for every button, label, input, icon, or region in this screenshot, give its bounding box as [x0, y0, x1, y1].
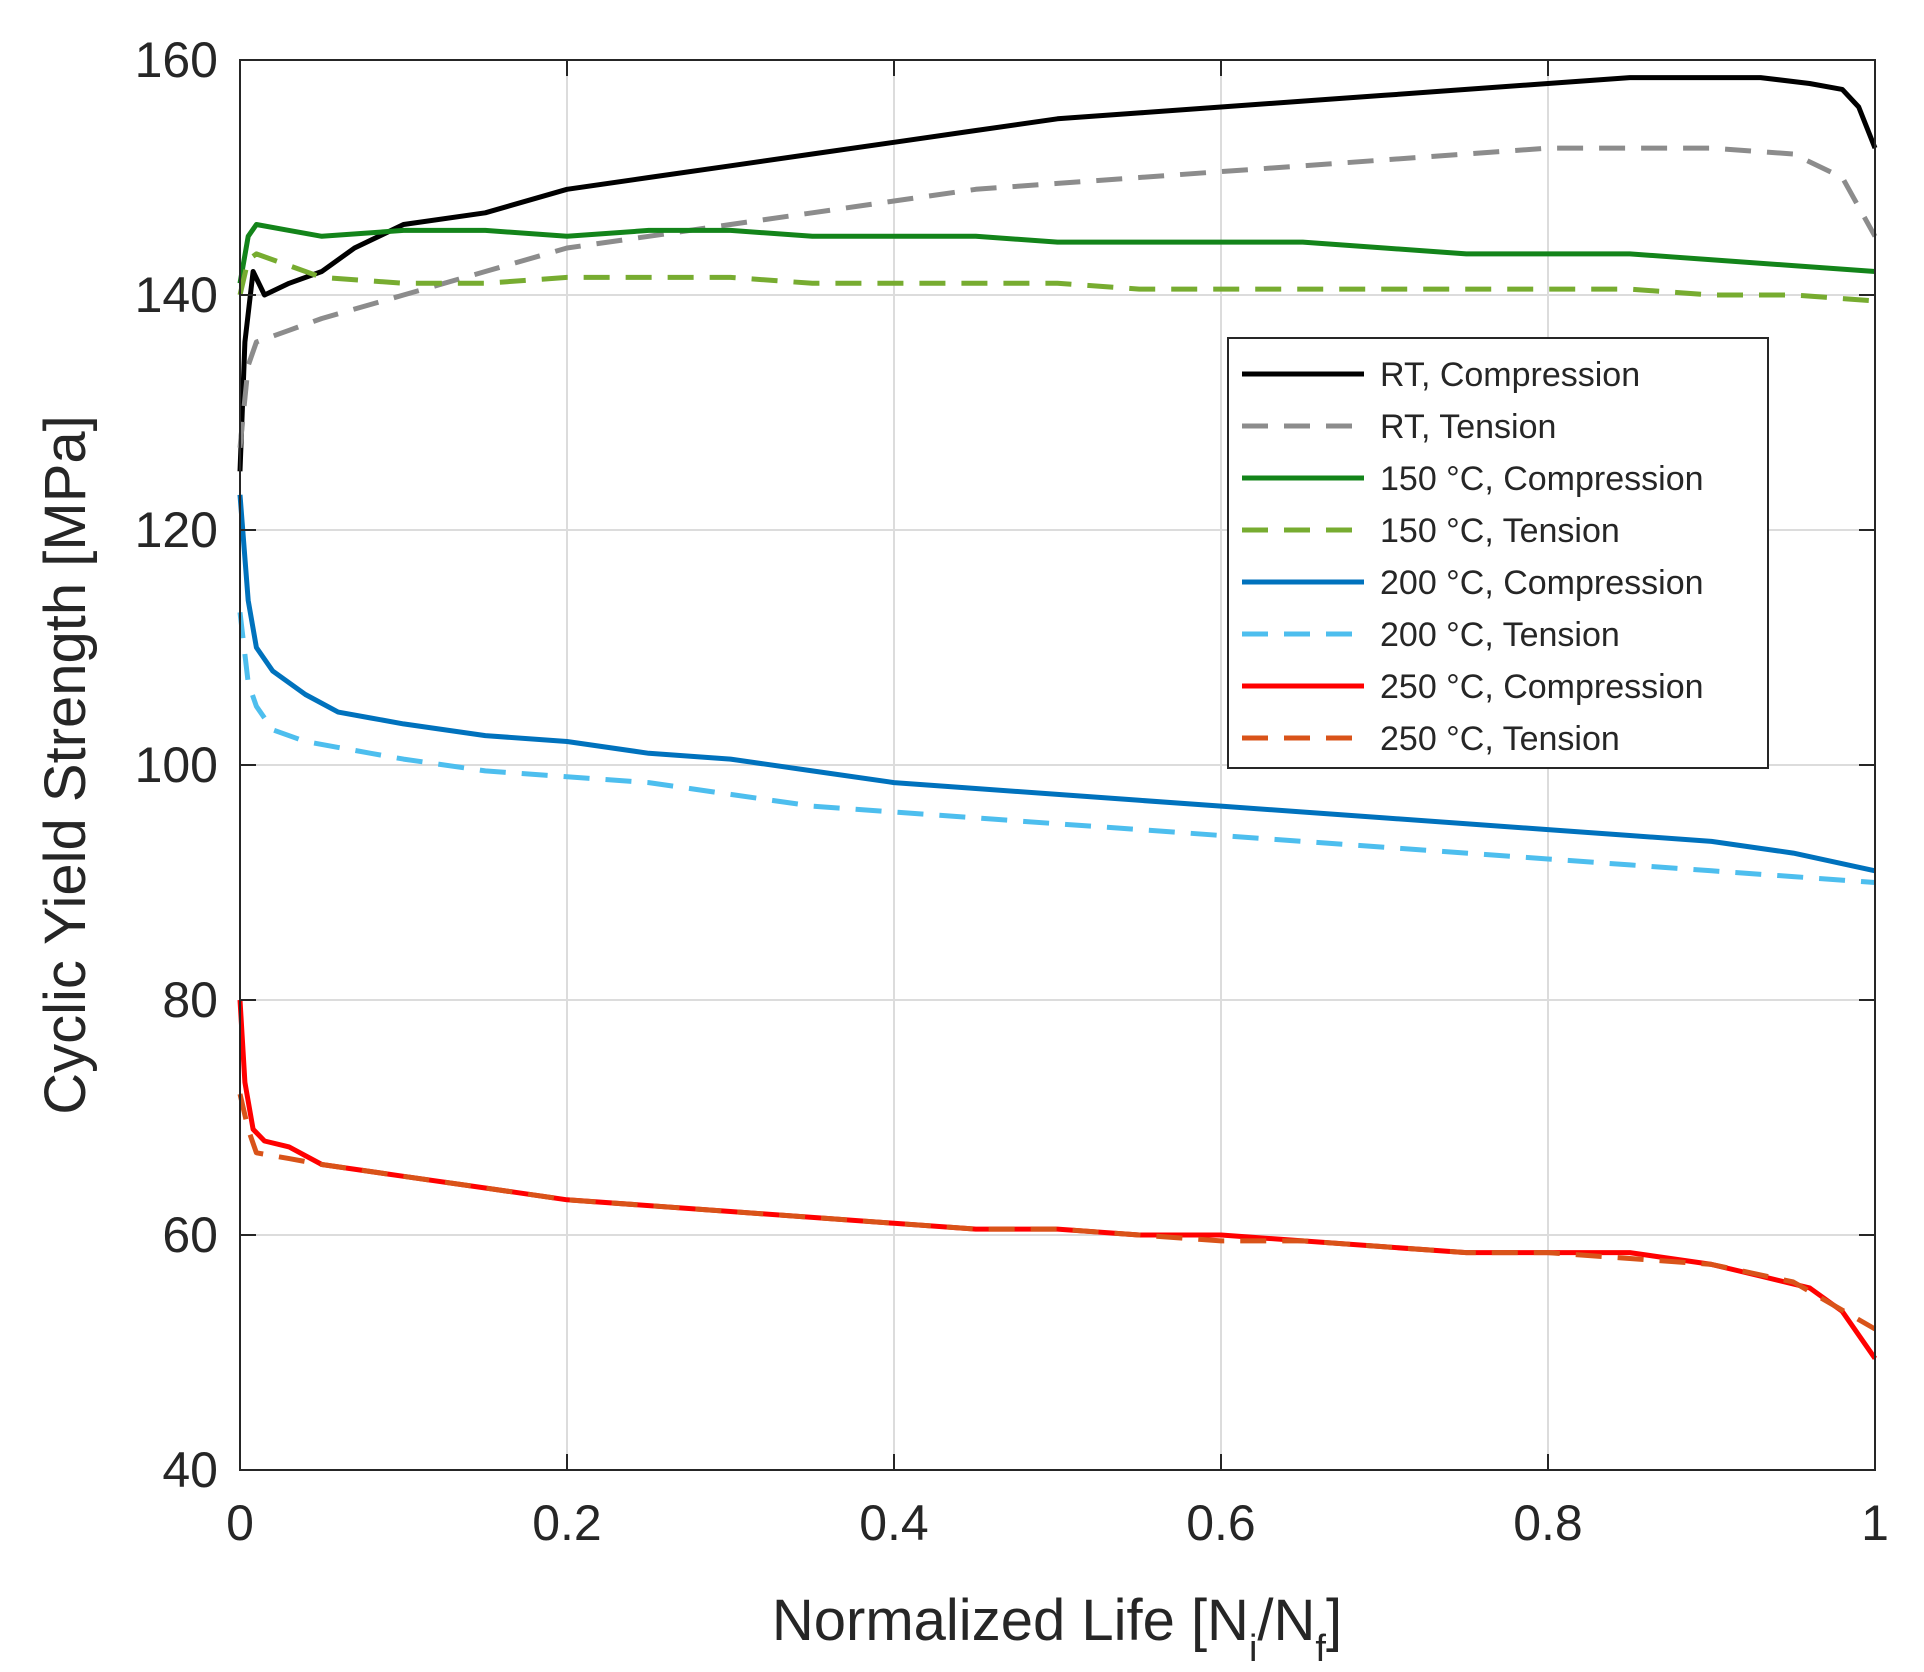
y-tick-label: 100 — [135, 737, 218, 793]
y-tick-label: 160 — [135, 32, 218, 88]
legend-label: 250 °C, Compression — [1380, 668, 1704, 706]
legend-box — [1227, 337, 1769, 769]
y-tick-label: 80 — [162, 972, 218, 1028]
legend-label: 200 °C, Tension — [1380, 616, 1620, 654]
series-line — [237, 251, 1876, 304]
y-tick-label: 40 — [162, 1442, 218, 1498]
x-tick-label: 0.2 — [532, 1495, 602, 1551]
y-tick-label: 60 — [162, 1207, 218, 1263]
x-tick-label: 0.8 — [1513, 1495, 1583, 1551]
series-line — [237, 222, 1876, 284]
x-axis-title-prefix: Normalized Life [N — [772, 1588, 1249, 1653]
series-line — [237, 494, 1876, 874]
legend-label: 150 °C, Tension — [1380, 512, 1620, 550]
legend-label: 150 °C, Compression — [1380, 460, 1704, 498]
y-axis-title: Cyclic Yield Strength [MPa] — [33, 415, 98, 1115]
legend-label: RT, Tension — [1380, 408, 1556, 446]
legend: RT, Compression RT, Tension 150 °C, Compre… — [1227, 337, 1769, 769]
x-tick-label: 1 — [1861, 1495, 1889, 1551]
y-tick-label: 140 — [135, 267, 218, 323]
legend-label: RT, Compression — [1380, 356, 1640, 394]
x-tick-label: 0.4 — [859, 1495, 929, 1551]
legend-label: 200 °C, Compression — [1380, 564, 1704, 602]
x-axis-title-suffix: ] — [1326, 1588, 1342, 1653]
legend-entries: RT, Compression RT, Tension 150 °C, Compre… — [1242, 356, 1704, 758]
legend-label: 250 °C, Tension — [1380, 720, 1620, 758]
x-axis-title-sub-f: f — [1315, 1628, 1326, 1670]
series-line — [237, 145, 1878, 449]
x-tick-label: 0.6 — [1186, 1495, 1256, 1551]
x-tick-label: 0 — [226, 1495, 254, 1551]
x-axis-title: Normalized Life [Ni/Nf] — [772, 1588, 1342, 1670]
series-lines — [237, 75, 1878, 1360]
series-line — [237, 612, 1876, 885]
axis-ticks — [239, 59, 1876, 1471]
x-axis-title-mid: /N — [1257, 1588, 1315, 1653]
x-axis-title-sub-i: i — [1249, 1628, 1257, 1670]
y-tick-label: 120 — [135, 502, 218, 558]
